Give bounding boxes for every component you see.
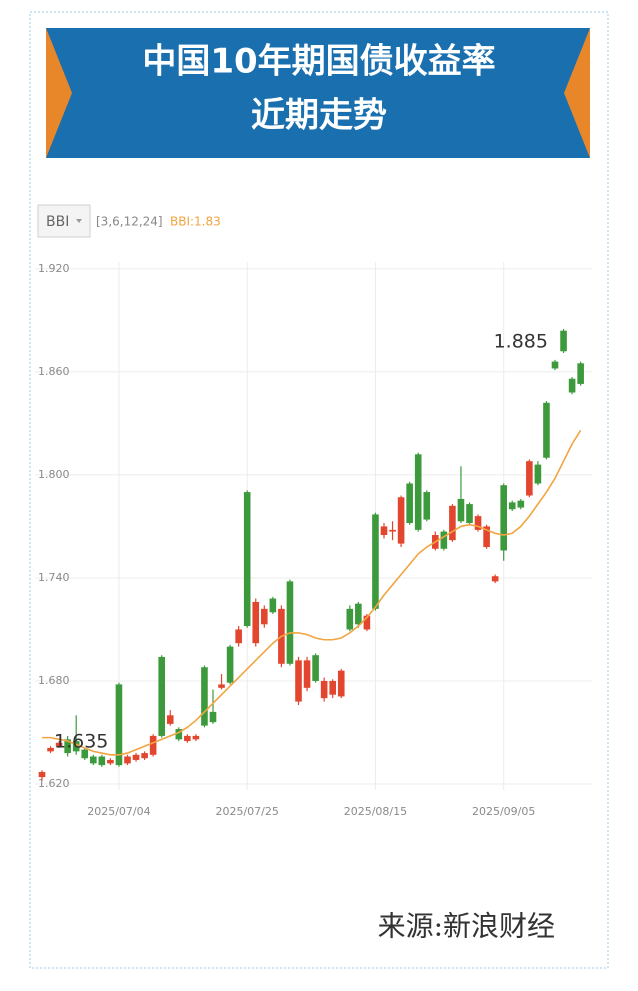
x-tick-label: 2025/07/04 — [87, 805, 150, 818]
candle-body — [201, 667, 208, 726]
title-line: 中国10年期国债收益率 — [142, 42, 495, 82]
indicator-select[interactable] — [37, 204, 91, 238]
y-tick-label: 1.800 — [38, 468, 70, 481]
candle-body — [64, 739, 71, 754]
candle-body — [508, 502, 516, 510]
x-tick-label: 2025/07/25 — [215, 805, 278, 818]
candle-body — [389, 529, 396, 532]
candle-body — [252, 601, 260, 644]
candle-body — [483, 526, 490, 548]
candle-body — [115, 684, 123, 766]
candle-body — [466, 504, 473, 523]
candle-body — [235, 629, 242, 644]
candle-body — [363, 615, 371, 630]
candle-body — [397, 497, 405, 544]
candle-body — [192, 735, 200, 740]
candle-body — [303, 660, 311, 688]
candle-body — [526, 461, 533, 496]
candle-body — [124, 756, 131, 764]
x-tick-label: 2025/09/05 — [472, 805, 535, 818]
candle-body — [534, 464, 542, 484]
candle-body — [90, 756, 97, 764]
indicator-value: BBI:1.83 — [170, 215, 221, 229]
candle-body — [55, 742, 63, 747]
candle-body — [243, 492, 251, 627]
title-line: 近期走势 — [251, 96, 387, 136]
candle-body — [81, 749, 89, 759]
candle-body — [226, 646, 234, 683]
candle-body — [261, 608, 268, 625]
frame — [29, 11, 609, 969]
candle-body — [175, 729, 183, 740]
candle-body — [355, 603, 362, 625]
y-tick-label: 1.680 — [38, 674, 70, 687]
indicator-name: BBI — [46, 214, 69, 230]
candle-body — [269, 598, 277, 613]
candle-body — [47, 747, 54, 752]
y-tick-label: 1.740 — [38, 571, 70, 584]
candle-body — [406, 483, 413, 523]
candle-body — [440, 531, 448, 549]
candle-body — [543, 402, 550, 458]
candle-body — [149, 735, 157, 755]
candle-body — [158, 656, 165, 736]
candle-body — [491, 576, 499, 582]
title-banner — [46, 28, 590, 158]
candle-body — [551, 361, 559, 369]
x-tick-label: 2025/08/15 — [344, 805, 407, 818]
candle-body — [457, 498, 465, 522]
candle-body — [132, 754, 140, 760]
candle-body — [337, 670, 345, 697]
dropdown-arrow — [76, 219, 82, 223]
candle-body — [320, 680, 328, 699]
y-tick-label: 1.920 — [38, 262, 70, 275]
candle-body — [414, 454, 422, 530]
candle-body — [346, 608, 354, 630]
bbi-line — [42, 429, 582, 756]
candle-body — [218, 684, 225, 688]
candle-body — [107, 759, 114, 764]
candle-body — [312, 655, 319, 681]
candle-body — [72, 741, 80, 752]
indicator-params: [3,6,12,24] — [96, 215, 163, 229]
candle-body — [166, 715, 174, 724]
banner-left-tip — [46, 28, 72, 158]
candle-body — [560, 330, 567, 352]
candle-body — [380, 526, 388, 536]
candle-body — [329, 680, 336, 695]
candle-body — [474, 516, 482, 530]
candle-body — [98, 756, 106, 766]
y-tick-label: 1.620 — [38, 777, 70, 790]
candle-body — [184, 735, 191, 742]
candle-body — [209, 711, 217, 723]
candle-body — [517, 500, 525, 508]
candle-body — [577, 363, 584, 384]
candle-body — [423, 492, 431, 520]
annotation: 1.885 — [494, 331, 548, 353]
candle-body — [286, 581, 294, 664]
candle-body — [500, 485, 507, 551]
candle-body — [295, 660, 302, 702]
candle-body — [449, 505, 456, 541]
candle-body — [372, 514, 379, 609]
candle-body — [141, 753, 148, 759]
candle-body — [38, 771, 46, 778]
candle-body — [568, 378, 576, 393]
banner-right-tip — [564, 28, 590, 158]
source-note: 来源:新浪财经 — [378, 910, 555, 943]
annotation: 1.635 — [54, 731, 108, 753]
y-tick-label: 1.860 — [38, 365, 70, 378]
